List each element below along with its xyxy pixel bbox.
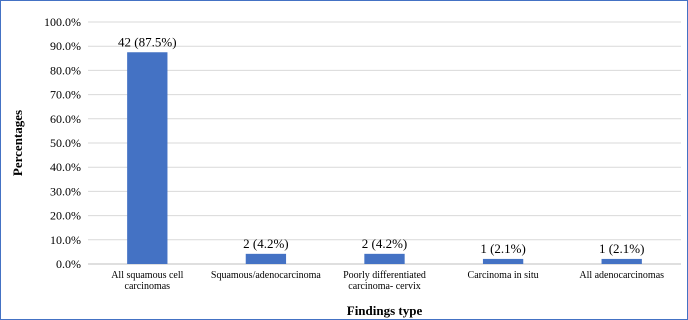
y-tick-label: 90.0% [50, 39, 81, 53]
y-tick-label: 10.0% [50, 233, 81, 247]
y-tick-label: 70.0% [50, 88, 81, 102]
y-axis-title: Percentages [10, 110, 25, 176]
category-label: carcinoma- cervix [348, 281, 420, 292]
category-label: carcinomas [125, 281, 171, 292]
category-label: Squamous/adenocarcinoma [211, 270, 322, 281]
data-label: 1 (2.1%) [599, 241, 645, 256]
data-label: 2 (4.2%) [243, 236, 289, 251]
y-tick-label: 100.0% [44, 15, 81, 29]
bar [127, 52, 168, 264]
y-tick-label: 20.0% [50, 209, 81, 223]
data-labels: 42 (87.5%) 2 (4.2%) 2 (4.2%) 1 (2.1%) 1 (2.1… [118, 34, 644, 256]
gridlines [88, 21, 681, 241]
category-label: Carcinoma in situ [468, 270, 539, 281]
data-label: 1 (2.1%) [480, 241, 526, 256]
y-tick-label: 40.0% [50, 160, 81, 174]
y-axis-ticks: 0.0% 10.0% 20.0% 30.0% 40.0% 50.0% 60.0% 70.0% 8… [44, 15, 81, 271]
category-label: Poorly differentiated [343, 270, 426, 281]
bar [601, 258, 642, 264]
bars [127, 52, 642, 264]
x-axis-title: Findings type [347, 303, 423, 318]
data-label: 42 (87.5%) [118, 34, 177, 49]
bar [482, 258, 524, 264]
y-tick-label: 50.0% [50, 136, 81, 150]
y-tick-label: 0.0% [56, 257, 81, 271]
bar [364, 253, 405, 264]
y-tick-label: 30.0% [50, 184, 81, 198]
y-tick-label: 60.0% [50, 112, 81, 126]
bar [245, 253, 287, 264]
category-label: All adenocarcinomas [579, 270, 664, 281]
category-label: All squamous cell [111, 270, 183, 281]
y-tick-label: 80.0% [50, 63, 81, 77]
data-label: 2 (4.2%) [362, 236, 408, 251]
